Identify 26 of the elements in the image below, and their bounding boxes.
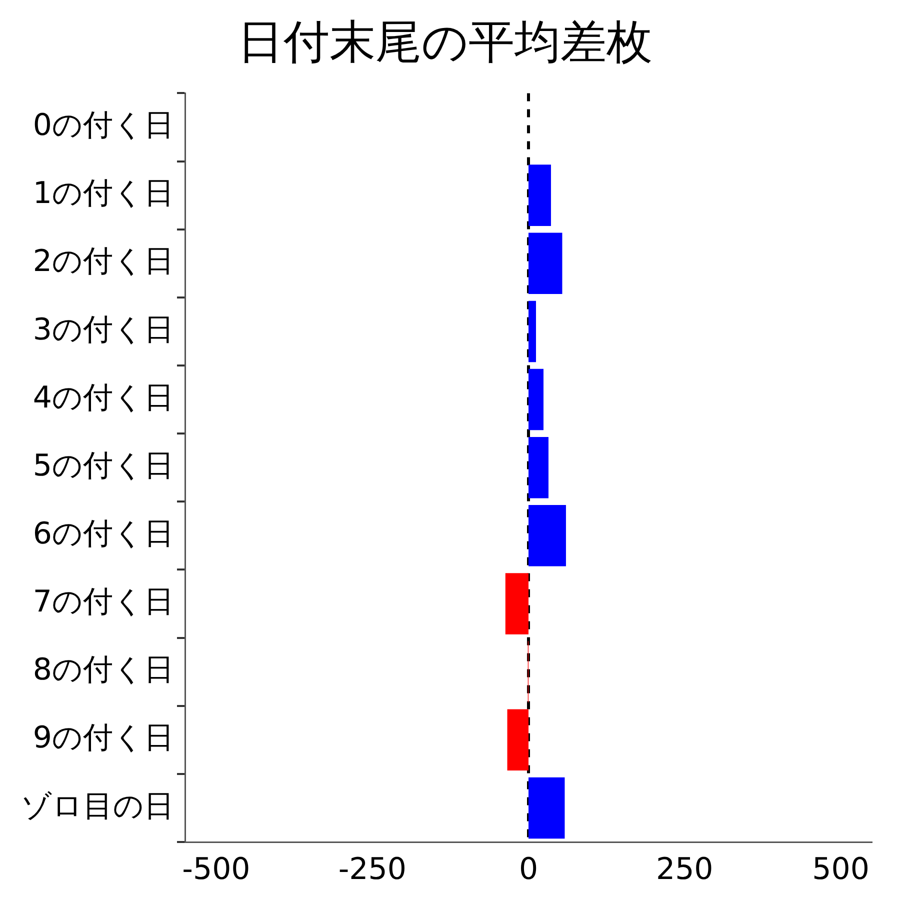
bar (507, 709, 528, 771)
bar (528, 777, 565, 839)
y-tick-label: 2の付く日 (32, 244, 174, 280)
bar (528, 436, 548, 498)
y-tick-label: 0の付く日 (32, 108, 174, 144)
x-tick-label: -250 (338, 852, 406, 887)
x-tick-label: 250 (656, 852, 714, 887)
x-tick-label: -500 (182, 852, 250, 887)
y-tick-label: 3の付く日 (32, 312, 174, 348)
x-tick-label: 0 (518, 852, 538, 887)
y-tick-label: ゾロ目の日 (21, 788, 174, 824)
y-tick-label: 9の付く日 (32, 720, 174, 756)
y-tick-label: 1の付く日 (32, 176, 174, 212)
x-tick-label: 500 (812, 852, 870, 887)
bar (505, 573, 528, 634)
bar (528, 164, 551, 226)
chart-title: 日付末尾の平均差枚 (238, 14, 652, 69)
y-tick-label: 4の付く日 (32, 380, 174, 416)
bar (528, 368, 544, 430)
y-tick-label: 8の付く日 (32, 652, 174, 688)
y-tick-label: 7の付く日 (32, 584, 174, 620)
y-tick-label: 6の付く日 (32, 516, 174, 552)
y-tick-label: 5の付く日 (32, 448, 174, 484)
bar (528, 505, 566, 566)
bar (528, 300, 536, 362)
bar (528, 232, 562, 294)
